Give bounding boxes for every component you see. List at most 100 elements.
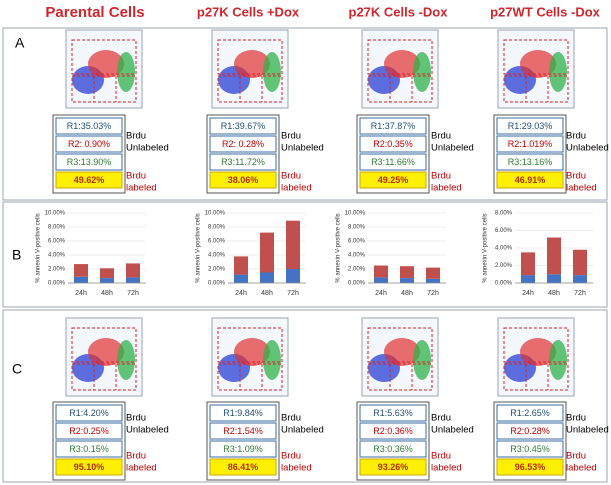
flow-blob (520, 338, 556, 366)
y-axis-label: % annexin V-positive cells (483, 213, 489, 282)
flow-blob (413, 52, 431, 92)
unlabeled-label: Unlabeled (566, 143, 609, 154)
table-value: R3:11.66% (371, 157, 415, 167)
table-cell (359, 422, 427, 440)
table-value: R3:13.16% (508, 157, 553, 167)
flow-blob (520, 50, 556, 78)
bar-segment (546, 274, 562, 283)
unlabeled-label: Brdu (281, 413, 301, 424)
labeled-label: labeled (431, 183, 462, 194)
table-cell (209, 171, 277, 189)
y-tick-label: 4.00% (495, 246, 513, 252)
y-tick-label: 10.00% (45, 211, 66, 217)
table-value: 49.25% (378, 175, 409, 185)
unlabeled-label: Brdu (126, 131, 146, 142)
flow-blob (117, 340, 135, 380)
panel-box (2, 201, 608, 308)
y-tick-label: 0.00% (208, 281, 226, 287)
gate (367, 327, 433, 363)
y-tick-label: 6.00% (495, 228, 513, 234)
x-tick-label: 24h (235, 290, 247, 297)
table-cell (209, 135, 277, 153)
flow-blob (234, 50, 270, 78)
table-value: 46.91% (515, 175, 546, 185)
y-tick-label: 2.00% (348, 267, 366, 273)
table-cell (496, 153, 564, 171)
y-tick-label: 0.00% (48, 281, 66, 287)
bar-segment (99, 278, 115, 283)
table-value: R2:1.54% (223, 426, 263, 436)
bar-segment (285, 220, 301, 269)
table-cell (496, 117, 564, 135)
x-tick-label: 72h (427, 290, 439, 297)
table-value: R1:2.65% (510, 408, 550, 418)
table-value: R1:5.63% (373, 408, 413, 418)
unlabeled-label: Brdu (566, 413, 586, 424)
table-value: 38.06% (228, 175, 259, 185)
bar-segment (572, 275, 588, 283)
unlabeled-label: Unlabeled (431, 425, 474, 436)
table-cell (209, 422, 277, 440)
bar-segment (125, 277, 141, 283)
table-cell (496, 440, 564, 458)
table-value: R3:0.15% (69, 444, 109, 454)
y-tick-label: 8.00% (208, 225, 226, 231)
gate (367, 75, 433, 103)
bar-segment (73, 276, 89, 283)
y-tick-label: 6.00% (348, 239, 366, 245)
table-cell (359, 171, 427, 189)
unlabeled-label: Brdu (431, 413, 451, 424)
bar-segment (233, 274, 249, 283)
table-value: R3:0.45% (510, 444, 550, 454)
unlabeled-label: Brdu (126, 413, 146, 424)
table-cell (55, 422, 123, 440)
table-value: R2: 0.90% (68, 139, 110, 149)
table-cell (55, 171, 123, 189)
table-cell (359, 135, 427, 153)
gate (503, 327, 569, 363)
bar-segment (572, 249, 588, 276)
table-cell (55, 458, 123, 476)
unlabeled-label: Unlabeled (126, 425, 169, 436)
y-tick-label: 4.00% (48, 253, 66, 259)
x-tick-label: 72h (287, 290, 299, 297)
bar-segment (425, 278, 441, 283)
table-value: 49.62% (74, 175, 105, 185)
table-cell (209, 440, 277, 458)
flow-blob (413, 340, 431, 380)
x-tick-label: 72h (127, 290, 139, 297)
x-tick-label: 24h (522, 290, 534, 297)
gate (503, 75, 569, 103)
gate (217, 75, 283, 103)
table-value: R2:0.28% (510, 426, 550, 436)
labeled-label: labeled (566, 463, 597, 474)
labeled-label: Brdu (281, 451, 301, 462)
unlabeled-label: Unlabeled (126, 143, 169, 154)
gate (367, 39, 433, 75)
table-cell (55, 117, 123, 135)
table-cell (55, 153, 123, 171)
table-value: R3:11.72% (221, 157, 265, 167)
table-cell (496, 422, 564, 440)
flow-blob (549, 340, 567, 380)
table-cell (496, 135, 564, 153)
table-value: 86.41% (228, 462, 259, 472)
y-tick-label: 4.00% (208, 253, 226, 259)
bar-segment (99, 268, 115, 279)
table-cell (209, 117, 277, 135)
table-value: R2:0.35% (373, 139, 413, 149)
y-tick-label: 2.00% (495, 263, 513, 269)
unlabeled-label: Unlabeled (431, 143, 474, 154)
panel-box (2, 309, 608, 483)
gate (503, 363, 569, 391)
bar-segment (73, 264, 89, 277)
gate (71, 327, 137, 363)
labeled-label: Brdu (431, 451, 451, 462)
y-tick-label: 8.00% (495, 211, 513, 217)
gate (71, 363, 137, 391)
panel-letter: C (12, 361, 22, 377)
table-cell (496, 404, 564, 422)
table-value: R3:0.36% (373, 444, 413, 454)
